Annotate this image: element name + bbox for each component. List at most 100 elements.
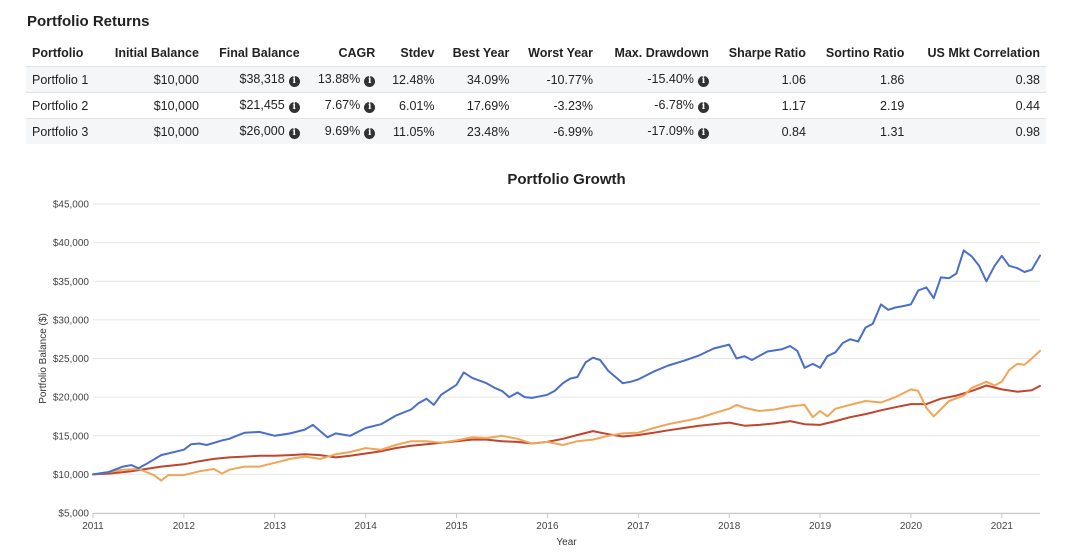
x-tick-label: 2011 [82, 521, 104, 532]
table-cell: $38,318 i [204, 66, 306, 93]
cell-value: 1.31 [880, 124, 905, 139]
y-tick-label: $25,000 [53, 354, 90, 365]
info-circle-icon[interactable]: i [697, 102, 709, 113]
table-cell: 23.48% [440, 118, 516, 144]
header-portfolio[interactable]: Portfolio [32, 46, 84, 60]
info-circle-icon[interactable]: i [288, 128, 300, 139]
table-cell: 1.06 [714, 66, 812, 93]
table-row: Portfolio 2 $10,000 $21,455 i 7.67% i 6.01% 17.… [26, 92, 1046, 119]
table-cell: 12.48% [381, 66, 441, 93]
info-circle-icon[interactable]: i [364, 76, 376, 87]
x-tick-label: 2016 [536, 521, 559, 532]
table-cell: 0.98 [910, 118, 1046, 144]
cell-value: 0.38 [1015, 72, 1040, 87]
table-cell: 0.84 [714, 118, 812, 144]
y-axis-label: Portfolio Balance ($) [38, 313, 49, 404]
cell-value: 1.17 [781, 98, 806, 113]
table-cell: $26,000 i [204, 118, 306, 144]
header-initial-balance[interactable]: Initial Balance [114, 46, 199, 60]
table-cell: 1.86 [811, 66, 911, 93]
table-cell: 1.17 [714, 92, 812, 119]
table-cell: $10,000 [100, 118, 205, 144]
info-circle-icon[interactable]: i [697, 76, 709, 87]
cell-value: 23.48% [466, 124, 510, 139]
cell-value: 0.98 [1015, 124, 1040, 139]
chart-title: Portfolio Growth [507, 171, 625, 188]
cell-value: $10,000 [153, 124, 199, 139]
header-worst-year[interactable]: Worst Year [528, 46, 593, 60]
x-tick-label: 2019 [809, 521, 832, 532]
cell-value: $26,000 [239, 124, 285, 138]
cell-value: 1.06 [781, 72, 806, 87]
cell-value: 6.01% [399, 98, 435, 113]
portfolio-returns-table: Portfolio Initial Balance Final Balance … [26, 40, 1046, 144]
cell-value: -17.09% [647, 124, 694, 138]
cell-value: 13.88% [317, 72, 361, 86]
table-cell: -10.77% [515, 66, 599, 93]
x-tick-label: 2012 [173, 521, 196, 532]
header-max-drawdown[interactable]: Max. Drawdown [614, 46, 709, 60]
info-circle-icon[interactable]: i [364, 128, 376, 139]
table-cell: 1.31 [811, 118, 911, 144]
table-cell: 2.19 [811, 92, 911, 119]
cell-value: $10,000 [153, 98, 199, 113]
table-cell: 13.88% i [305, 66, 382, 93]
info-circle-icon[interactable]: i [288, 76, 300, 87]
header-us-mkt-correlation[interactable]: US Mkt Correlation [927, 46, 1040, 60]
table-cell: -6.99% [515, 118, 599, 144]
cell-value: Portfolio 3 [32, 124, 89, 139]
series-line-portfolio-2 [92, 384, 1041, 476]
table-cell: Portfolio 3 [26, 118, 101, 144]
table-cell: -15.40% i [599, 66, 715, 93]
cell-value: $21,455 [239, 98, 285, 112]
table-row: Portfolio 3 $10,000 $26,000 i 9.69% i 11.05% 23… [26, 118, 1046, 144]
header-cagr[interactable]: CAGR [338, 46, 376, 60]
cell-value: $10,000 [153, 72, 199, 87]
portfolio-growth-chart: $5,000 $10,000 $15,000 $20,000 $25,000 $30,00… [38, 171, 1041, 548]
table-cell: -6.78% i [599, 92, 715, 119]
table-header-row: Portfolio Initial Balance Final Balance … [26, 40, 1046, 67]
y-tick-label: $5,000 [58, 509, 89, 520]
y-tick-label: $30,000 [53, 315, 90, 326]
cell-value: Portfolio 1 [32, 72, 89, 87]
header-stdev[interactable]: Stdev [400, 46, 435, 60]
y-tick-label: $15,000 [53, 431, 90, 442]
cell-value: $38,318 [239, 72, 285, 86]
info-circle-icon[interactable]: i [288, 102, 300, 113]
header-best-year[interactable]: Best Year [452, 46, 510, 60]
info-circle-icon[interactable]: i [697, 128, 709, 139]
header-final-balance[interactable]: Final Balance [219, 46, 300, 60]
x-tick-label: 2013 [264, 521, 287, 532]
y-tick-label: $35,000 [53, 277, 90, 288]
table-cell: -17.09% i [599, 118, 715, 144]
table-cell: 0.38 [910, 66, 1046, 93]
table-cell: -3.23% [515, 92, 599, 119]
cell-value: 2.19 [880, 98, 905, 113]
table-cell: Portfolio 2 [26, 92, 101, 119]
cell-value: -10.77% [546, 72, 593, 87]
header-sharpe-ratio[interactable]: Sharpe Ratio [728, 46, 806, 60]
table-cell: $10,000 [100, 66, 205, 93]
table-cell: 34.09% [440, 66, 516, 93]
info-circle-icon[interactable]: i [364, 102, 376, 113]
cell-value: 34.09% [466, 72, 510, 87]
cell-value: 1.86 [880, 72, 905, 87]
table-cell: 17.69% [440, 92, 516, 119]
header-sortino-ratio[interactable]: Sortino Ratio [825, 46, 905, 60]
table-row: Portfolio 1 $10,000 $38,318 i 13.88% i 12.48% 3… [26, 66, 1046, 93]
table-cell: $10,000 [100, 92, 205, 119]
cell-value: 0.44 [1015, 98, 1040, 113]
cell-value: -6.78% [654, 98, 694, 112]
table-cell: 9.69% i [305, 118, 382, 144]
x-tick-label: 2018 [718, 521, 741, 532]
y-tick-label: $40,000 [53, 238, 90, 249]
page-title: Portfolio Returns [27, 13, 150, 30]
cell-value: Portfolio 2 [32, 98, 89, 113]
table-cell: 0.44 [910, 92, 1046, 119]
x-tick-label: 2014 [355, 521, 378, 532]
table-cell: $21,455 i [204, 92, 306, 119]
series-line-portfolio-1 [92, 249, 1041, 476]
cell-value: 17.69% [466, 98, 510, 113]
table-cell: 6.01% [381, 92, 441, 119]
cell-value: 11.05% [393, 124, 435, 139]
